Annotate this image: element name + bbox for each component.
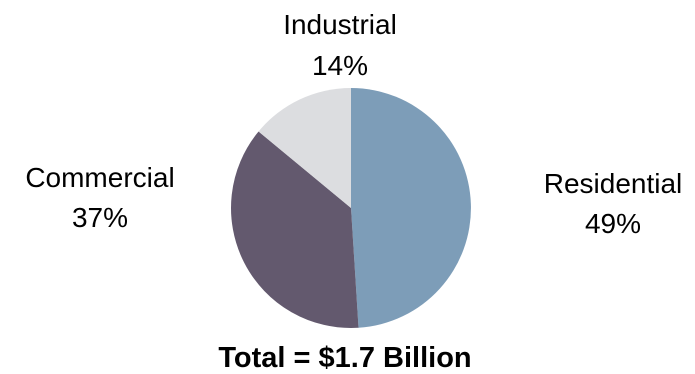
pie-slice-commercial	[231, 131, 359, 328]
slice-label-commercial-name: Commercial	[25, 162, 174, 193]
slice-label-residential-name: Residential	[544, 168, 683, 199]
pie-slice-industrial	[258, 88, 351, 208]
slice-label-commercial-value: 37%	[72, 202, 128, 233]
pie-slices	[231, 88, 471, 328]
slice-label-industrial-value: 14%	[312, 50, 368, 81]
slice-label-residential-value: 49%	[585, 208, 641, 239]
slice-label-industrial-name: Industrial	[283, 9, 397, 40]
chart-total-caption: Total = $1.7 Billion	[218, 342, 471, 374]
pie-slice-residential	[351, 88, 471, 328]
